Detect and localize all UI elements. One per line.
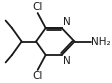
Text: N: N bbox=[63, 56, 70, 66]
Text: Cl: Cl bbox=[32, 2, 42, 12]
Text: N: N bbox=[63, 17, 70, 27]
Text: NH₂: NH₂ bbox=[90, 37, 110, 46]
Text: Cl: Cl bbox=[32, 71, 42, 81]
